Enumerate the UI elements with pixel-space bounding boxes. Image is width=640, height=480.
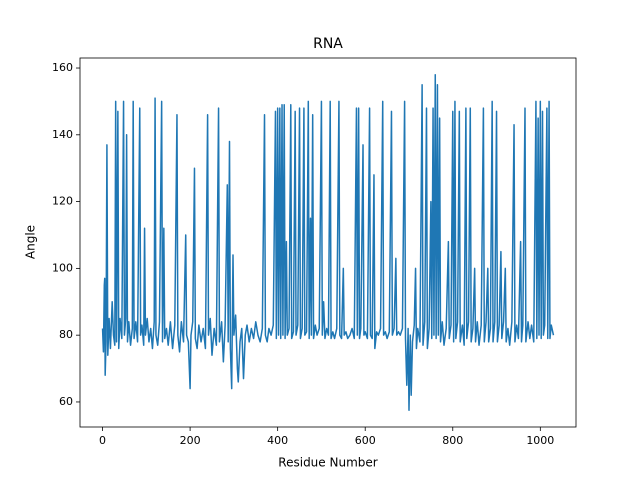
- x-tick-label: 200: [180, 434, 201, 447]
- y-tick-label: 160: [52, 61, 73, 74]
- chart-title: RNA: [313, 36, 343, 52]
- x-tick-label: 400: [267, 434, 288, 447]
- x-tick-label: 1000: [526, 434, 554, 447]
- y-tick-label: 60: [59, 395, 73, 408]
- x-axis-label: Residue Number: [278, 456, 377, 470]
- y-axis-label: Angle: [24, 225, 38, 259]
- y-tick-label: 120: [52, 195, 73, 208]
- data-line: [101, 73, 555, 412]
- plot-frame: [79, 57, 577, 428]
- y-tick-label: 100: [52, 261, 73, 274]
- y-tick-label: 80: [59, 328, 73, 341]
- x-tick-label: 800: [442, 434, 463, 447]
- x-tick-label: 600: [355, 434, 376, 447]
- y-tick-label: 140: [52, 128, 73, 141]
- x-tick-label: 0: [99, 434, 106, 447]
